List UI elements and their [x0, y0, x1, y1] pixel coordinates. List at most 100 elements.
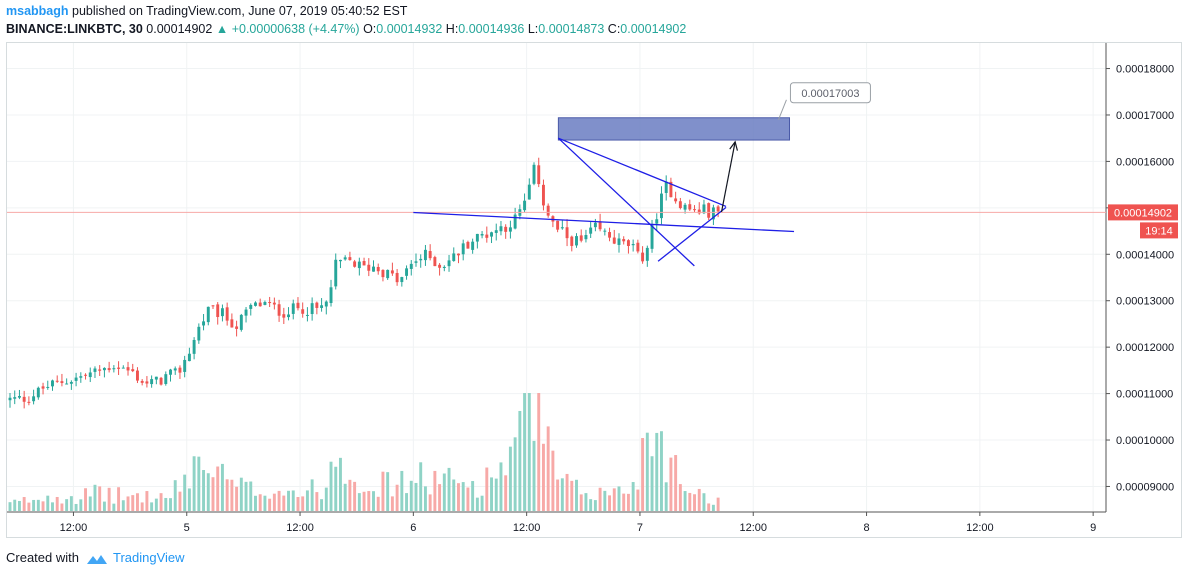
trendline-lower	[413, 211, 795, 233]
candle-body	[513, 214, 517, 229]
volume-bar	[660, 431, 663, 511]
target-label: 0.00017003	[801, 88, 859, 100]
candle-body	[711, 207, 715, 220]
volume-bar	[593, 500, 597, 511]
candle-body	[343, 257, 347, 260]
candle-body	[570, 236, 574, 246]
close-label: C:	[607, 22, 621, 36]
volume-bar	[603, 490, 607, 511]
volume-bar	[716, 497, 720, 511]
volume-bar	[244, 481, 248, 511]
candle-body	[65, 383, 69, 385]
volume-bar	[655, 432, 659, 511]
y-tick-label: 0.00016000	[1116, 156, 1174, 168]
candle-body	[84, 374, 87, 376]
x-tick-label: 12:00	[513, 522, 541, 534]
volume-bar	[683, 491, 687, 511]
volume-bar	[230, 479, 234, 511]
candle-body	[457, 253, 460, 256]
candle-body	[367, 264, 371, 271]
volume-bar	[60, 503, 64, 511]
volume-bar	[626, 493, 630, 511]
volume-bar	[107, 487, 111, 511]
candle-body	[386, 269, 390, 279]
candle-body	[541, 184, 545, 206]
volume-bar	[362, 491, 366, 511]
candle-body	[617, 238, 621, 245]
volume-bar	[622, 493, 626, 511]
volume-bar	[17, 500, 21, 511]
last-price-tag-label: 0.00014902	[1114, 207, 1172, 219]
volume-bar	[551, 450, 555, 511]
volume-bar	[386, 472, 390, 511]
volume-bar	[216, 466, 220, 511]
candle-body	[471, 241, 475, 250]
author-name[interactable]: msabbagh	[6, 4, 69, 18]
volume-bar	[211, 477, 215, 511]
volume-bar	[541, 443, 545, 511]
y-tick-label: 0.00012000	[1116, 342, 1174, 354]
volume-bar	[612, 488, 616, 511]
candle-body	[381, 269, 385, 278]
x-tick-label: 8	[863, 522, 869, 534]
volume-bar	[485, 467, 489, 511]
candle-body	[74, 377, 78, 381]
candle-body	[27, 401, 31, 403]
candle-body	[320, 305, 324, 308]
volume-bar	[414, 482, 418, 511]
volume-bar	[466, 487, 470, 511]
volume-bar	[8, 502, 12, 511]
volume-bar	[532, 440, 536, 511]
volume-bar	[438, 484, 442, 511]
volume-bar	[423, 486, 427, 511]
tradingview-logo-icon	[86, 554, 107, 564]
open-value: 0.00014932	[376, 22, 443, 36]
candle-body	[405, 268, 409, 276]
candle-body	[183, 359, 187, 372]
candle-body	[112, 368, 116, 370]
candle-body	[612, 237, 616, 244]
candle-body	[579, 235, 583, 241]
candle-body	[669, 181, 673, 198]
candle-body	[707, 203, 711, 218]
volume-bar	[518, 410, 522, 511]
candle-body	[244, 309, 248, 316]
candle-body	[461, 243, 465, 255]
candle-body	[187, 353, 191, 362]
candle-body	[154, 376, 158, 380]
candle-body	[277, 304, 281, 316]
candle-body	[22, 396, 26, 402]
x-tick-label: 12:00	[60, 522, 88, 534]
volume-bar	[527, 393, 531, 511]
candle-body	[13, 397, 17, 399]
y-tick-label: 0.00011000	[1116, 389, 1173, 401]
candle-body	[150, 379, 154, 385]
tradingview-brand[interactable]: TradingView	[113, 550, 185, 565]
volume-bar	[334, 466, 338, 511]
projection-arrow-line	[720, 141, 736, 213]
candle-body	[537, 165, 541, 185]
candle-body	[140, 380, 144, 383]
volume-bar	[471, 481, 475, 511]
volume-bar	[324, 487, 328, 511]
candle-body	[329, 287, 333, 304]
volume-bar	[69, 496, 73, 511]
candle-body	[636, 242, 640, 252]
candle-body	[98, 369, 102, 371]
volume-bar	[225, 479, 229, 511]
volume-bar	[400, 470, 404, 511]
volume-bar	[343, 483, 347, 511]
volume-bar	[329, 461, 333, 511]
candle-body	[419, 258, 423, 261]
publish-info: msabbagh published on TradingView.com, J…	[6, 4, 407, 18]
candle-body	[650, 225, 654, 249]
candle-body	[490, 232, 493, 237]
volume-bar	[164, 497, 168, 511]
chart-frame[interactable]	[6, 42, 1182, 538]
volume-bar	[154, 498, 158, 511]
volume-bar	[305, 490, 309, 511]
candle-body	[584, 235, 588, 240]
volume-bar	[556, 479, 560, 511]
volume-bar	[457, 483, 460, 511]
